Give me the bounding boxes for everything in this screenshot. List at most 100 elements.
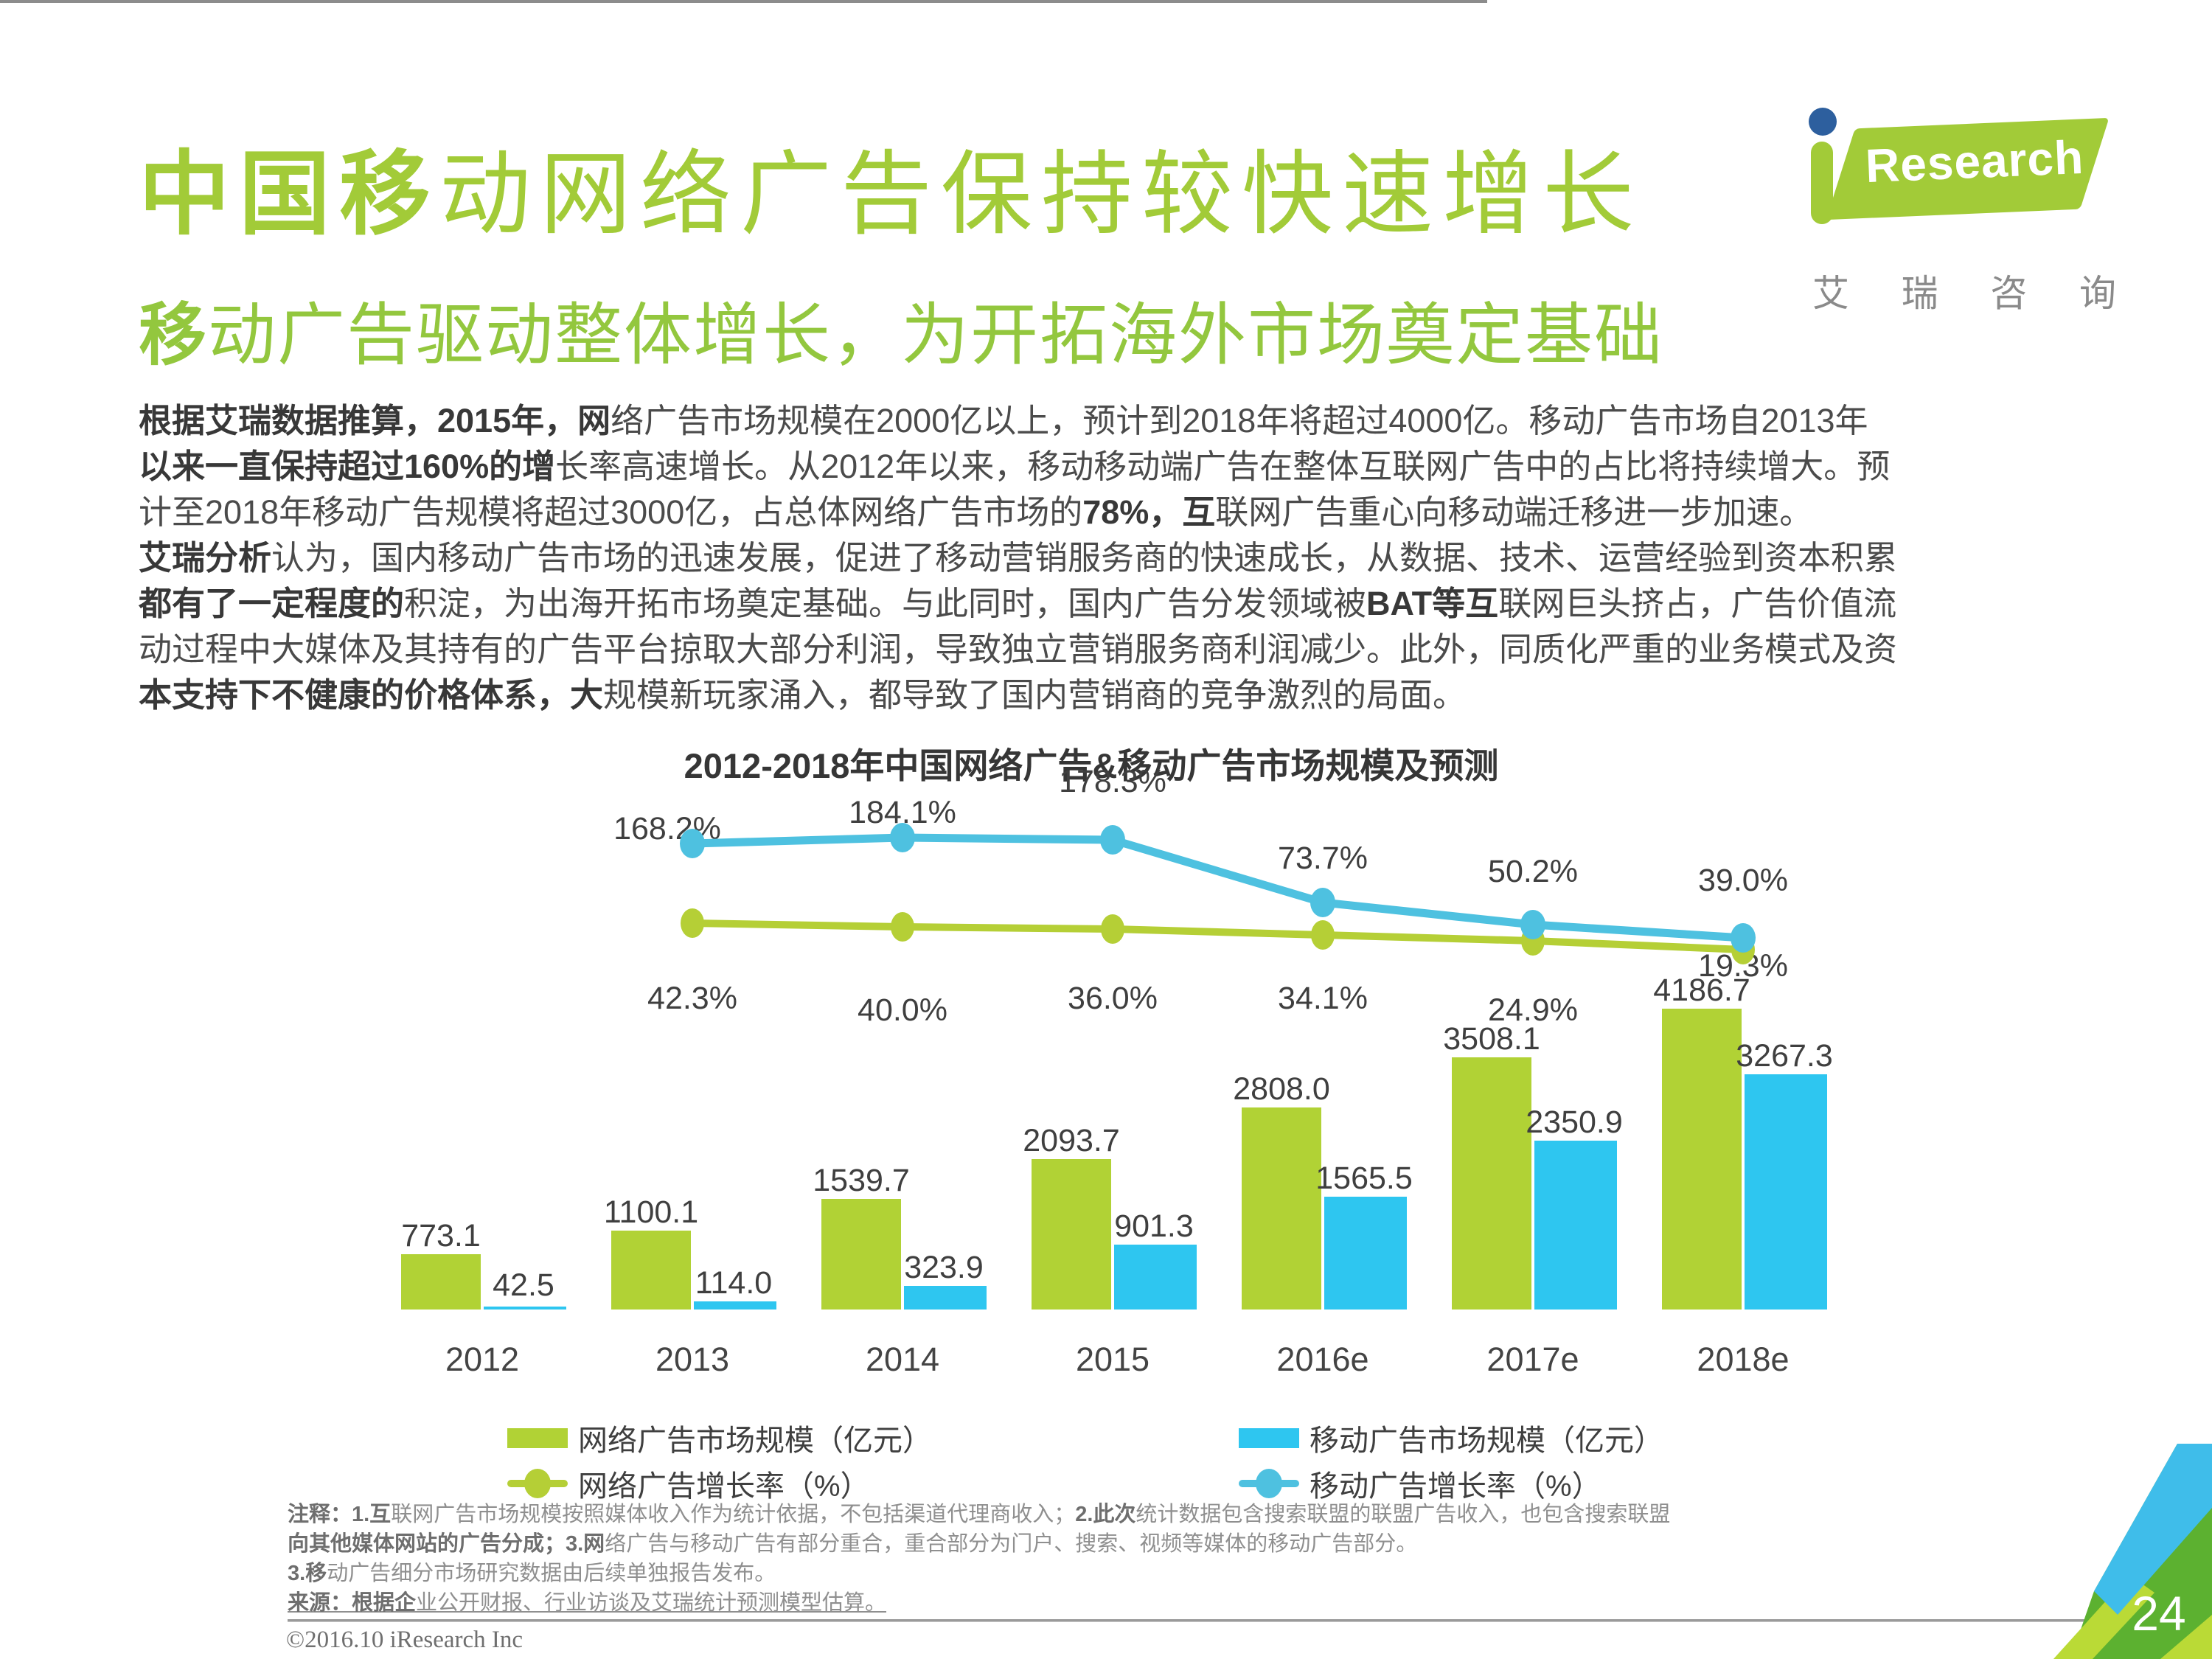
logo-cn-char: 艾 bbox=[1812, 273, 1849, 314]
legend-label: 移动广告市场规模（亿元） bbox=[1310, 1425, 1663, 1457]
year-label: 2013 bbox=[655, 1340, 730, 1378]
text-segment: 业公开财报、行业访谈及艾瑞统计预测模型估算。 bbox=[416, 1591, 887, 1615]
text-segment: 3.移 bbox=[288, 1562, 327, 1585]
text-segment: 计至2018年移动广告规模将超过3000亿，占总体网络广告市场的 bbox=[139, 493, 1083, 531]
growth-label-mobile: 168.2% bbox=[613, 811, 721, 846]
growth-label-network: 40.0% bbox=[858, 992, 947, 1028]
page-title: 中国移动网络广告保持较快速增长 bbox=[139, 145, 1643, 246]
growth-label-mobile: 50.2% bbox=[1488, 854, 1578, 889]
bar-mobile-ad bbox=[1114, 1245, 1197, 1310]
legend-marker-blue-line bbox=[1239, 1467, 1299, 1500]
bar-value-label: 114.0 bbox=[695, 1265, 773, 1301]
paragraph-line: 以来一直保持超过160%的增长率高速增长。从2012年以来，移动移动端广告在整体… bbox=[139, 444, 2129, 490]
year-label: 2015 bbox=[1075, 1340, 1150, 1378]
logo-wordmark: Research bbox=[1864, 130, 2085, 193]
logo-i-stem bbox=[1811, 142, 1833, 224]
growth-label-mobile: 184.1% bbox=[849, 795, 956, 830]
page-subtitle-lead: 移 bbox=[139, 298, 209, 373]
logo-chinese-name: 艾瑞咨询 bbox=[1812, 264, 2116, 317]
bar-value-label: 773.1 bbox=[401, 1218, 481, 1253]
bar-value-label: 901.3 bbox=[1114, 1208, 1194, 1244]
text-segment: 2.此次 bbox=[1075, 1503, 1136, 1526]
legend-swatch-blue-bar bbox=[1239, 1427, 1299, 1448]
paragraph-line: 动过程中大媒体及其持有的广告平台掠取大部分利润，导致独立营销服务商利润减少。此外… bbox=[139, 627, 2129, 672]
growth-label-network: 42.3% bbox=[647, 981, 737, 1016]
growth-label-mobile: 178.3% bbox=[1059, 764, 1166, 799]
legend-label: 移动广告增长率（%） bbox=[1310, 1470, 1601, 1503]
text-segment: 都有了一定程度的 bbox=[139, 585, 405, 622]
bar-value-label: 3508.1 bbox=[1443, 1021, 1540, 1057]
legend-label: 网络广告市场规模（亿元） bbox=[578, 1425, 932, 1457]
growth-label-network: 34.1% bbox=[1278, 981, 1368, 1016]
text-segment: 联网广告重心向移动端迁移进一步加速。 bbox=[1215, 493, 1813, 531]
legend-item-network-ad-scale: 网络广告市场规模（亿元） bbox=[507, 1417, 932, 1458]
footer-divider bbox=[288, 1619, 2115, 1622]
growth-label-network: 24.9% bbox=[1488, 992, 1578, 1028]
bar-network-ad bbox=[821, 1199, 901, 1310]
text-segment: 积淀，为出海开拓市场奠定基础。与此同时，国内广告分发领域被 bbox=[404, 585, 1367, 622]
bar-network-ad bbox=[1242, 1107, 1321, 1310]
text-segment: 注释：1.互 bbox=[288, 1503, 392, 1526]
bar-network-ad bbox=[1662, 1009, 1742, 1310]
year-label: 2017e bbox=[1486, 1340, 1579, 1378]
footnotes: 注释：1.互联网广告市场规模按照媒体收入作为统计依据，不包括渠道代理商收入；2.… bbox=[288, 1500, 2116, 1618]
bar-mobile-ad bbox=[1534, 1141, 1617, 1310]
paragraph-line: 根据艾瑞数据推算，2015年，网络广告市场规模在2000亿以上，预计到2018年… bbox=[139, 398, 2129, 444]
x-axis-line bbox=[0, 0, 1487, 3]
text-segment: 向其他媒体网站的广告分成；3.网 bbox=[288, 1532, 605, 1556]
text-segment: 规模新玩家涌入，都导致了国内营销商的竞争激烈的局面。 bbox=[603, 676, 1467, 714]
year-label: 2014 bbox=[865, 1340, 940, 1378]
page-title-rest: 动网络广告保持较快速增长 bbox=[439, 145, 1644, 246]
page-subtitle: 移动广告驱动整体增长，为开拓海外市场奠定基础 bbox=[139, 280, 1663, 378]
chart-title: 2012-2018年中国网络广告&移动广告市场规模及预测 bbox=[684, 746, 1499, 785]
year-label: 2012 bbox=[445, 1340, 520, 1378]
copyright: ©2016.10 iResearch Inc bbox=[286, 1627, 524, 1653]
bar-mobile-ad bbox=[694, 1301, 776, 1310]
legend-marker-green-line bbox=[507, 1467, 568, 1500]
legend-swatch-green-bar bbox=[507, 1427, 568, 1448]
text-segment: 动广告细分市场研究数据由后续单独报告发布。 bbox=[327, 1562, 776, 1585]
bar-value-label: 2350.9 bbox=[1526, 1105, 1623, 1140]
bar-value-label: 42.5 bbox=[493, 1267, 554, 1303]
logo-cn-char: 咨 bbox=[1990, 273, 2028, 314]
note-line: 注释：1.互联网广告市场规模按照媒体收入作为统计依据，不包括渠道代理商收入；2.… bbox=[288, 1500, 2116, 1529]
text-segment: 动过程中大媒体及其持有的广告平台掠取大部分利润，导致独立营销服务商利润减少。此外… bbox=[139, 630, 1898, 668]
bar-mobile-ad bbox=[1745, 1074, 1827, 1310]
bar-value-label: 323.9 bbox=[904, 1250, 984, 1285]
logo-i-dot-icon bbox=[1809, 108, 1837, 136]
paragraph-line: 都有了一定程度的积淀，为出海开拓市场奠定基础。与此同时，国内广告分发领域被BAT… bbox=[139, 581, 2129, 627]
bar-value-label: 1100.1 bbox=[603, 1194, 699, 1230]
legend-item-network-ad-growth: 网络广告增长率（%） bbox=[507, 1463, 870, 1504]
text-segment: 络广告与移动广告有部分重合，重合部分为门户、搜索、视频等媒体的移动广告部分。 bbox=[605, 1532, 1418, 1556]
bar-value-label: 1539.7 bbox=[813, 1163, 910, 1198]
page-number: 24 bbox=[2132, 1586, 2186, 1641]
page-subtitle-rest: 动广告驱动整体增长，为开拓海外市场奠定基础 bbox=[208, 298, 1664, 373]
paragraph-line: 艾瑞分析认为，国内移动广告市场的迅速发展，促进了移动营销服务商的快速成长，从数据… bbox=[139, 535, 2129, 581]
growth-label-network: 19.3% bbox=[1698, 948, 1788, 984]
bar-value-label: 3267.3 bbox=[1736, 1038, 1833, 1074]
bar-network-ad bbox=[401, 1254, 481, 1310]
year-label: 2016e bbox=[1276, 1340, 1369, 1378]
year-label: 2018e bbox=[1697, 1340, 1790, 1378]
text-segment: 来源：根据企 bbox=[288, 1591, 417, 1615]
growth-label-mobile: 39.0% bbox=[1698, 863, 1788, 898]
text-segment: 本支持下不健康的价格体系，大 bbox=[139, 676, 604, 714]
bar-network-ad bbox=[611, 1231, 691, 1310]
brand-logo: Research 艾 瑞 咨 询 bbox=[1805, 103, 2129, 324]
note-line: 3.移动广告细分市场研究数据由后续单独报告发布。 bbox=[288, 1559, 2116, 1588]
bar-value-label: 4186.7 bbox=[1653, 973, 1750, 1008]
legend-item-mobile-ad-scale: 移动广告市场规模（亿元） bbox=[1239, 1417, 1663, 1458]
growth-label-mobile: 73.7% bbox=[1278, 841, 1368, 876]
body-paragraph: 根据艾瑞数据推算，2015年，网络广告市场规模在2000亿以上，预计到2018年… bbox=[139, 398, 2129, 718]
bar-mobile-ad bbox=[904, 1286, 987, 1310]
text-segment: 络广告市场规模在2000亿以上，预计到2018年将超过4000亿。移动广告市场自… bbox=[611, 402, 1868, 439]
text-segment: 艾瑞分析 bbox=[139, 539, 272, 577]
growth-label-network: 36.0% bbox=[1068, 981, 1158, 1016]
bar-network-ad bbox=[1032, 1159, 1111, 1310]
text-segment: 统计数据包含搜索联盟的联盟广告收入，也包含搜索联盟 bbox=[1135, 1503, 1671, 1526]
legend-item-mobile-ad-growth: 移动广告增长率（%） bbox=[1239, 1463, 1601, 1504]
bar-value-label: 2093.7 bbox=[1023, 1123, 1120, 1158]
legend-label: 网络广告增长率（%） bbox=[578, 1470, 870, 1503]
